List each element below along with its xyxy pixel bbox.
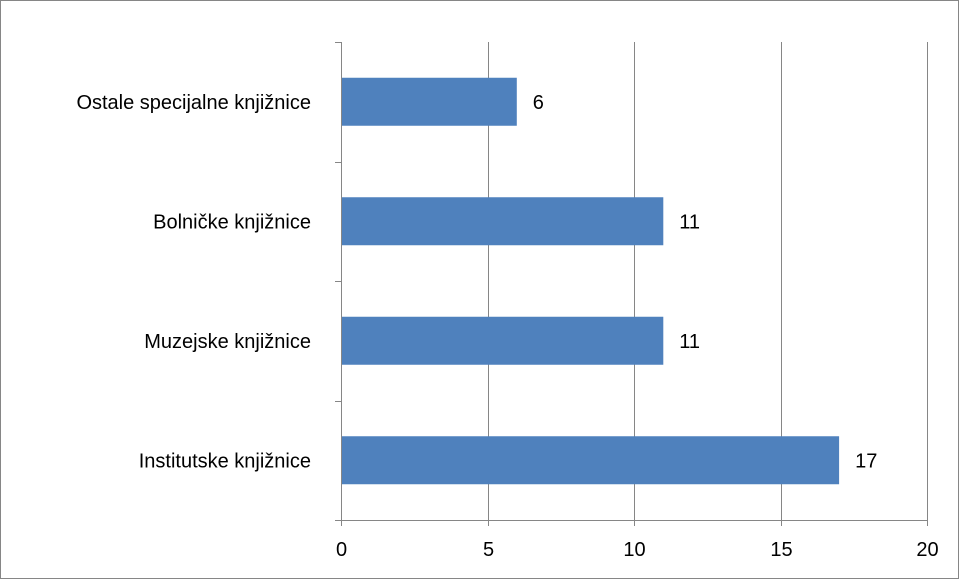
labels: 17 Institutske knjižnice 11 Muzejske knjižn… [76,92,938,561]
data-label: 11 [679,211,700,233]
bar [342,316,664,365]
x-tick-label: 5 [483,539,494,561]
data-label: 17 [855,450,877,472]
x-tick-label: 15 [770,539,792,561]
x-tick-label: 0 [336,539,347,561]
category-label: Institutske knjižnice [139,450,311,472]
category-label: Muzejske knjižnice [144,331,311,353]
x-tick-label: 20 [916,539,938,561]
data-label: 11 [679,331,700,353]
bar [342,197,664,246]
bar [342,77,517,126]
bars [342,77,840,485]
x-tick-label: 10 [623,539,645,561]
category-label: Bolničke knjižnice [153,211,311,233]
axes [335,42,928,526]
bar [342,436,840,485]
data-label: 6 [533,92,544,114]
category-label: Ostale specijalne knjižnice [76,92,311,114]
